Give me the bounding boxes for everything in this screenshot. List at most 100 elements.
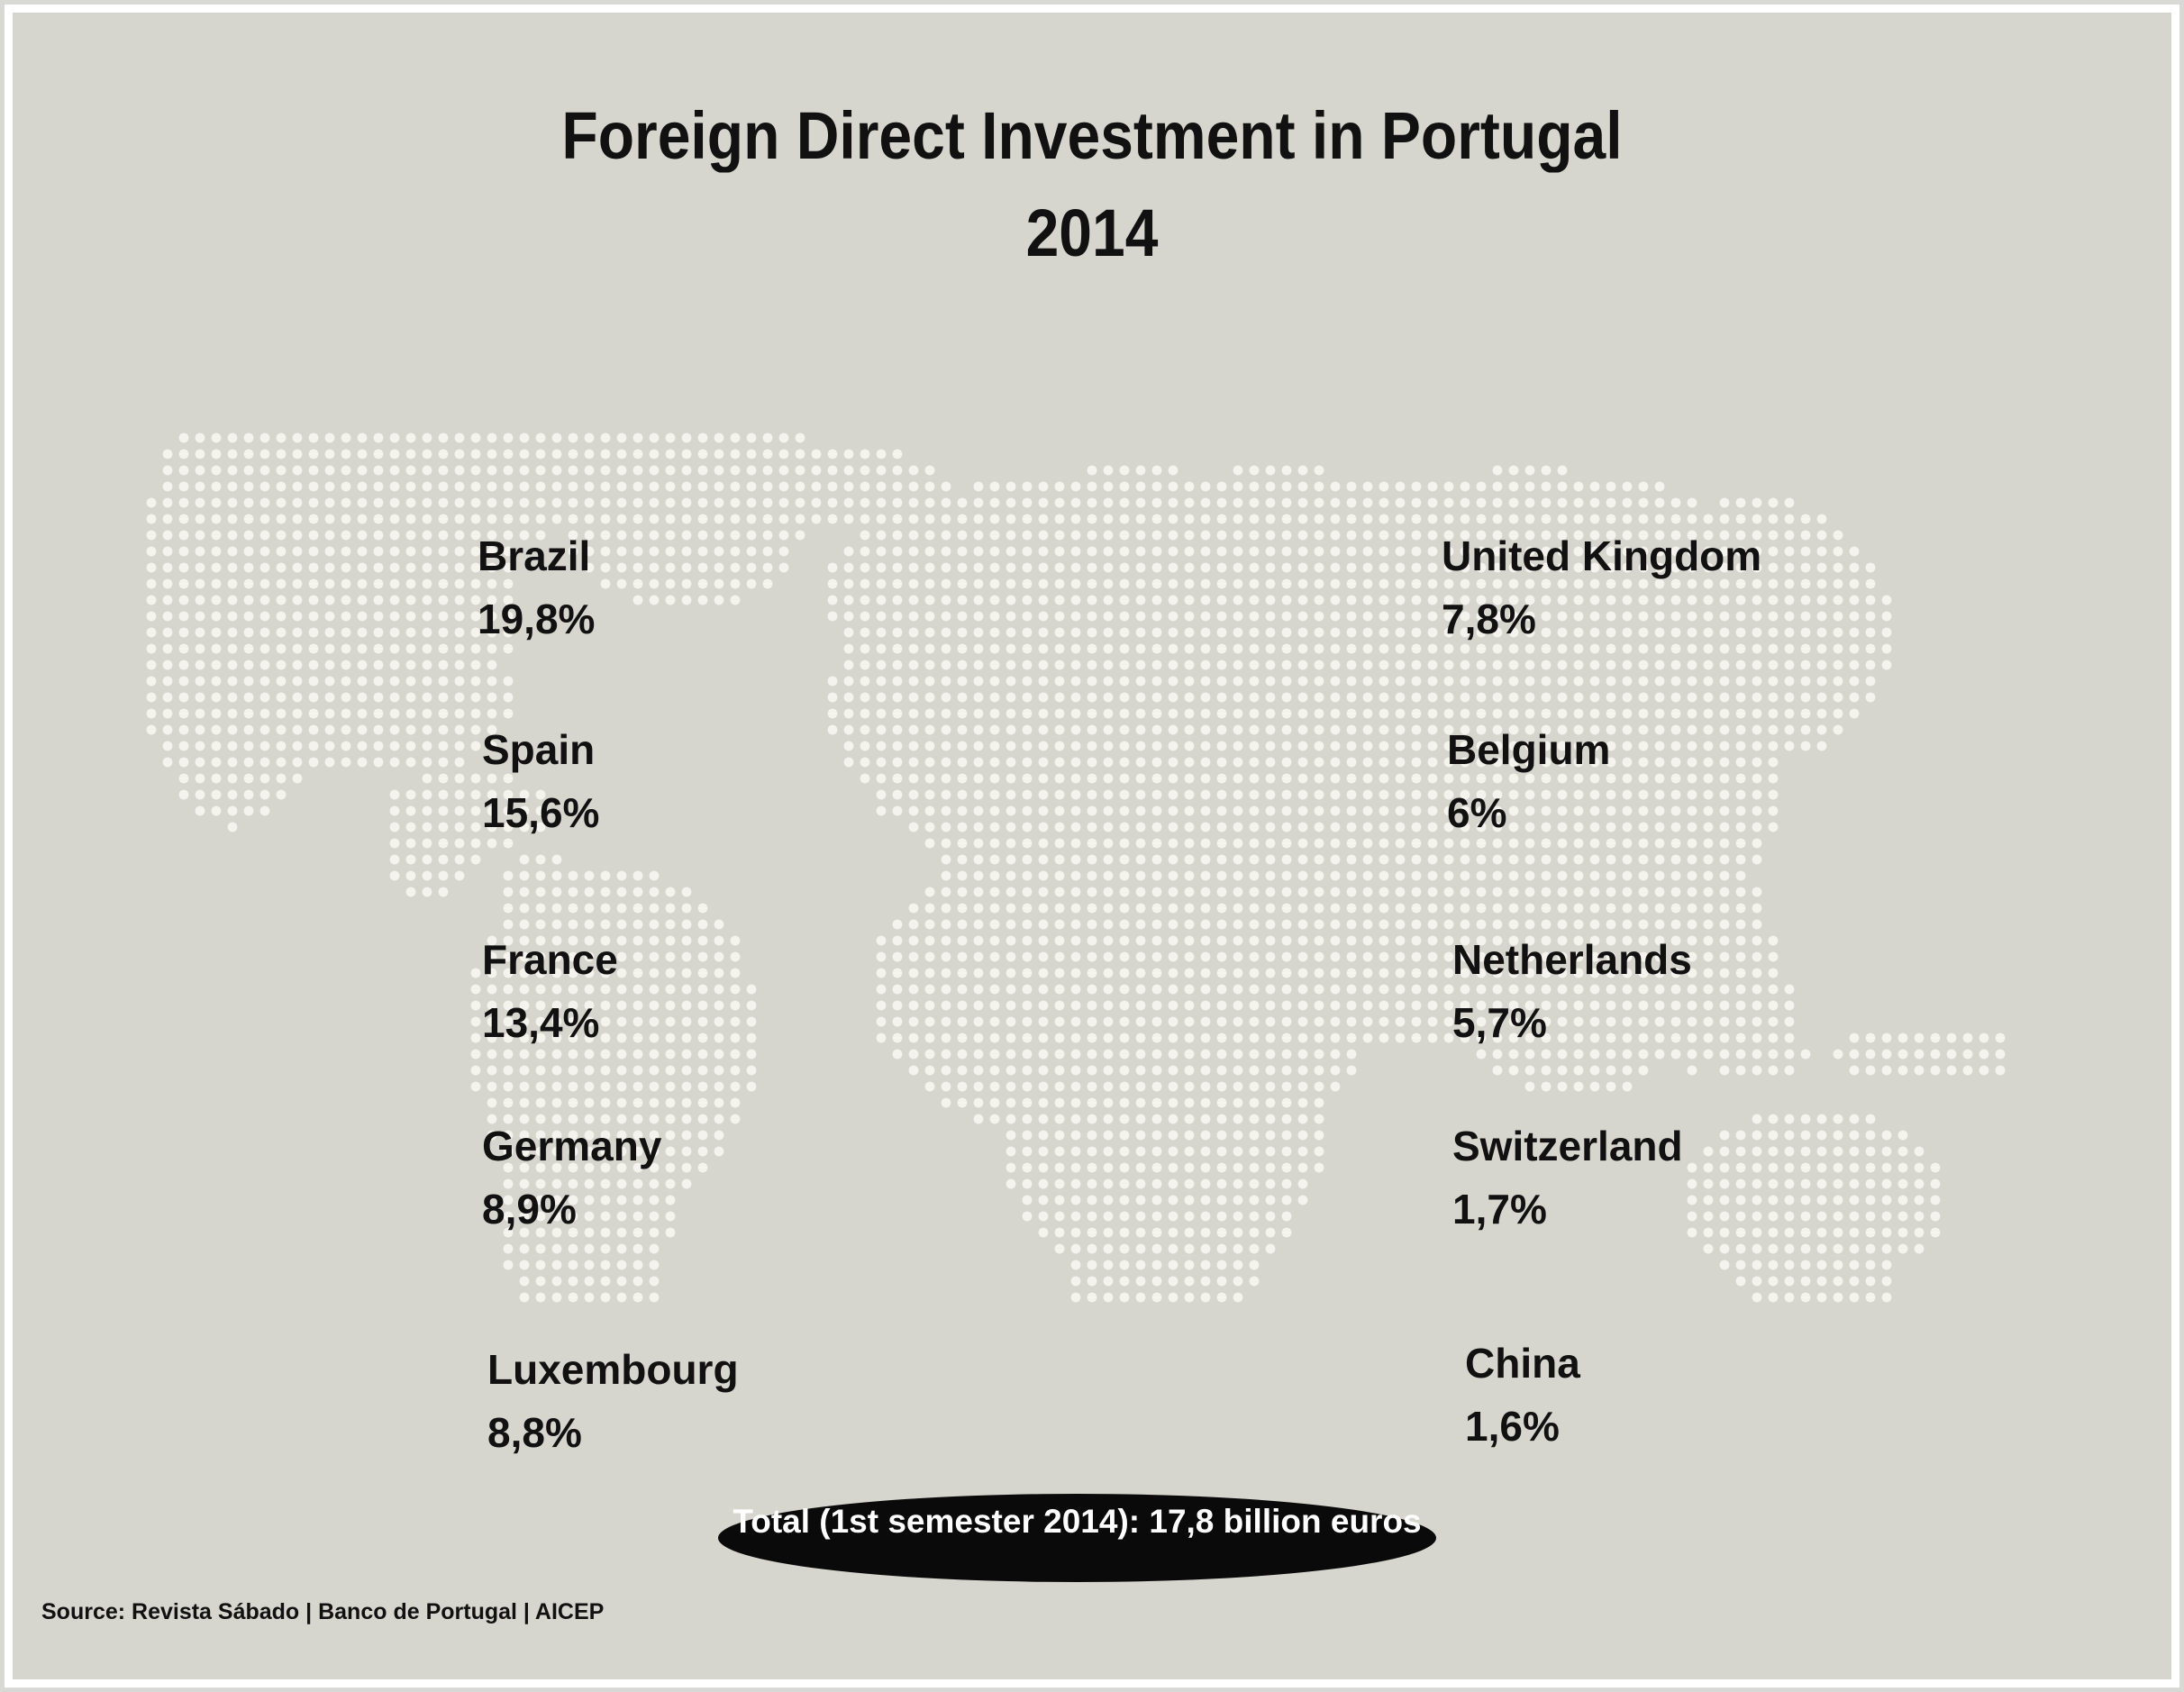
map-dot [746,530,757,541]
map-dot [1411,887,1422,897]
map-dot [1233,757,1243,768]
map-dot [422,724,432,735]
map-dot [1038,1049,1049,1060]
map-dot [924,562,935,573]
map-dot [389,530,400,541]
map-dot [389,562,400,573]
map-dot [1622,1000,1633,1011]
map-dot [1216,514,1227,524]
map-dot [1233,465,1243,476]
map-dot [259,773,270,784]
map-dot [924,692,935,703]
map-dot [1752,984,1762,995]
country-share: 1,6% [1465,1403,1560,1450]
map-dot [1249,919,1260,930]
map-dot [1476,805,1487,816]
map-dot [1768,530,1779,541]
map-dot [665,578,676,589]
map-dot [1654,692,1665,703]
map-dot [1622,497,1633,508]
map-dot [243,660,254,670]
map-dot [1524,562,1535,573]
map-dot [1752,822,1762,832]
map-dot [1768,822,1779,832]
map-dot [1281,724,1292,735]
map-dot [1200,1130,1211,1141]
map-dot [1103,741,1114,751]
map-dot [1768,562,1779,573]
map-dot [762,481,773,492]
map-dot [1768,789,1779,800]
map-dot [1541,838,1552,849]
map-dot [924,757,935,768]
map-dot [649,530,660,541]
map-dot [843,724,854,735]
map-dot [1719,692,1730,703]
map-dot [1006,1097,1016,1108]
map-dot [1054,724,1065,735]
map-dot [665,951,676,962]
map-dot [989,1114,1000,1124]
map-dot [1006,595,1016,605]
map-dot [1249,578,1260,589]
map-dot [1881,643,1892,654]
map-dot [1557,1081,1568,1092]
map-dot [616,514,627,524]
map-dot [308,676,319,687]
map-dot [860,676,870,687]
map-dot [860,741,870,751]
map-dot [941,838,951,849]
map-dot [1865,1260,1876,1270]
map-dot [632,497,643,508]
map-dot [405,546,416,557]
map-dot [1800,578,1811,589]
map-dot [1216,854,1227,865]
map-dot [227,595,238,605]
map-dot [422,773,432,784]
map-dot [1022,1000,1033,1011]
map-dot [1330,692,1341,703]
map-dot [1200,611,1211,622]
map-dot [1752,1227,1762,1238]
map-dot [551,1243,562,1254]
map-dot [1622,838,1633,849]
map-dot [1768,773,1779,784]
map-dot [1816,530,1827,541]
map-dot [503,1243,514,1254]
map-dot [665,935,676,946]
map-dot [405,805,416,816]
map-dot [1589,757,1600,768]
map-dot [1184,1195,1195,1205]
map-dot [1151,984,1162,995]
map-dot [1379,611,1389,622]
map-dot [908,481,919,492]
map-dot [1070,1260,1081,1270]
map-dot [632,1195,643,1205]
map-dot [1200,1260,1211,1270]
map-dot [1687,968,1697,978]
data-label-luxembourg: Luxembourg 8,8% [487,1338,739,1464]
map-dot [162,546,173,557]
map-dot [1460,611,1470,622]
map-dot [1735,611,1746,622]
map-dot [1849,1130,1860,1141]
map-dot [1849,578,1860,589]
map-dot [730,562,741,573]
map-dot [1849,546,1860,557]
map-dot [649,1097,660,1108]
map-dot [973,708,984,719]
map-dot [292,660,303,670]
map-dot [1314,1032,1324,1043]
map-dot [1103,1114,1114,1124]
map-dot [632,1032,643,1043]
map-dot [551,1227,562,1238]
map-dot [697,935,708,946]
country-share: 8,9% [482,1186,577,1233]
map-dot [324,514,335,524]
map-dot [1784,546,1795,557]
map-dot [1281,562,1292,573]
map-dot [1346,546,1357,557]
map-dot [1022,530,1033,541]
map-dot [487,984,497,995]
map-dot [1054,984,1065,995]
